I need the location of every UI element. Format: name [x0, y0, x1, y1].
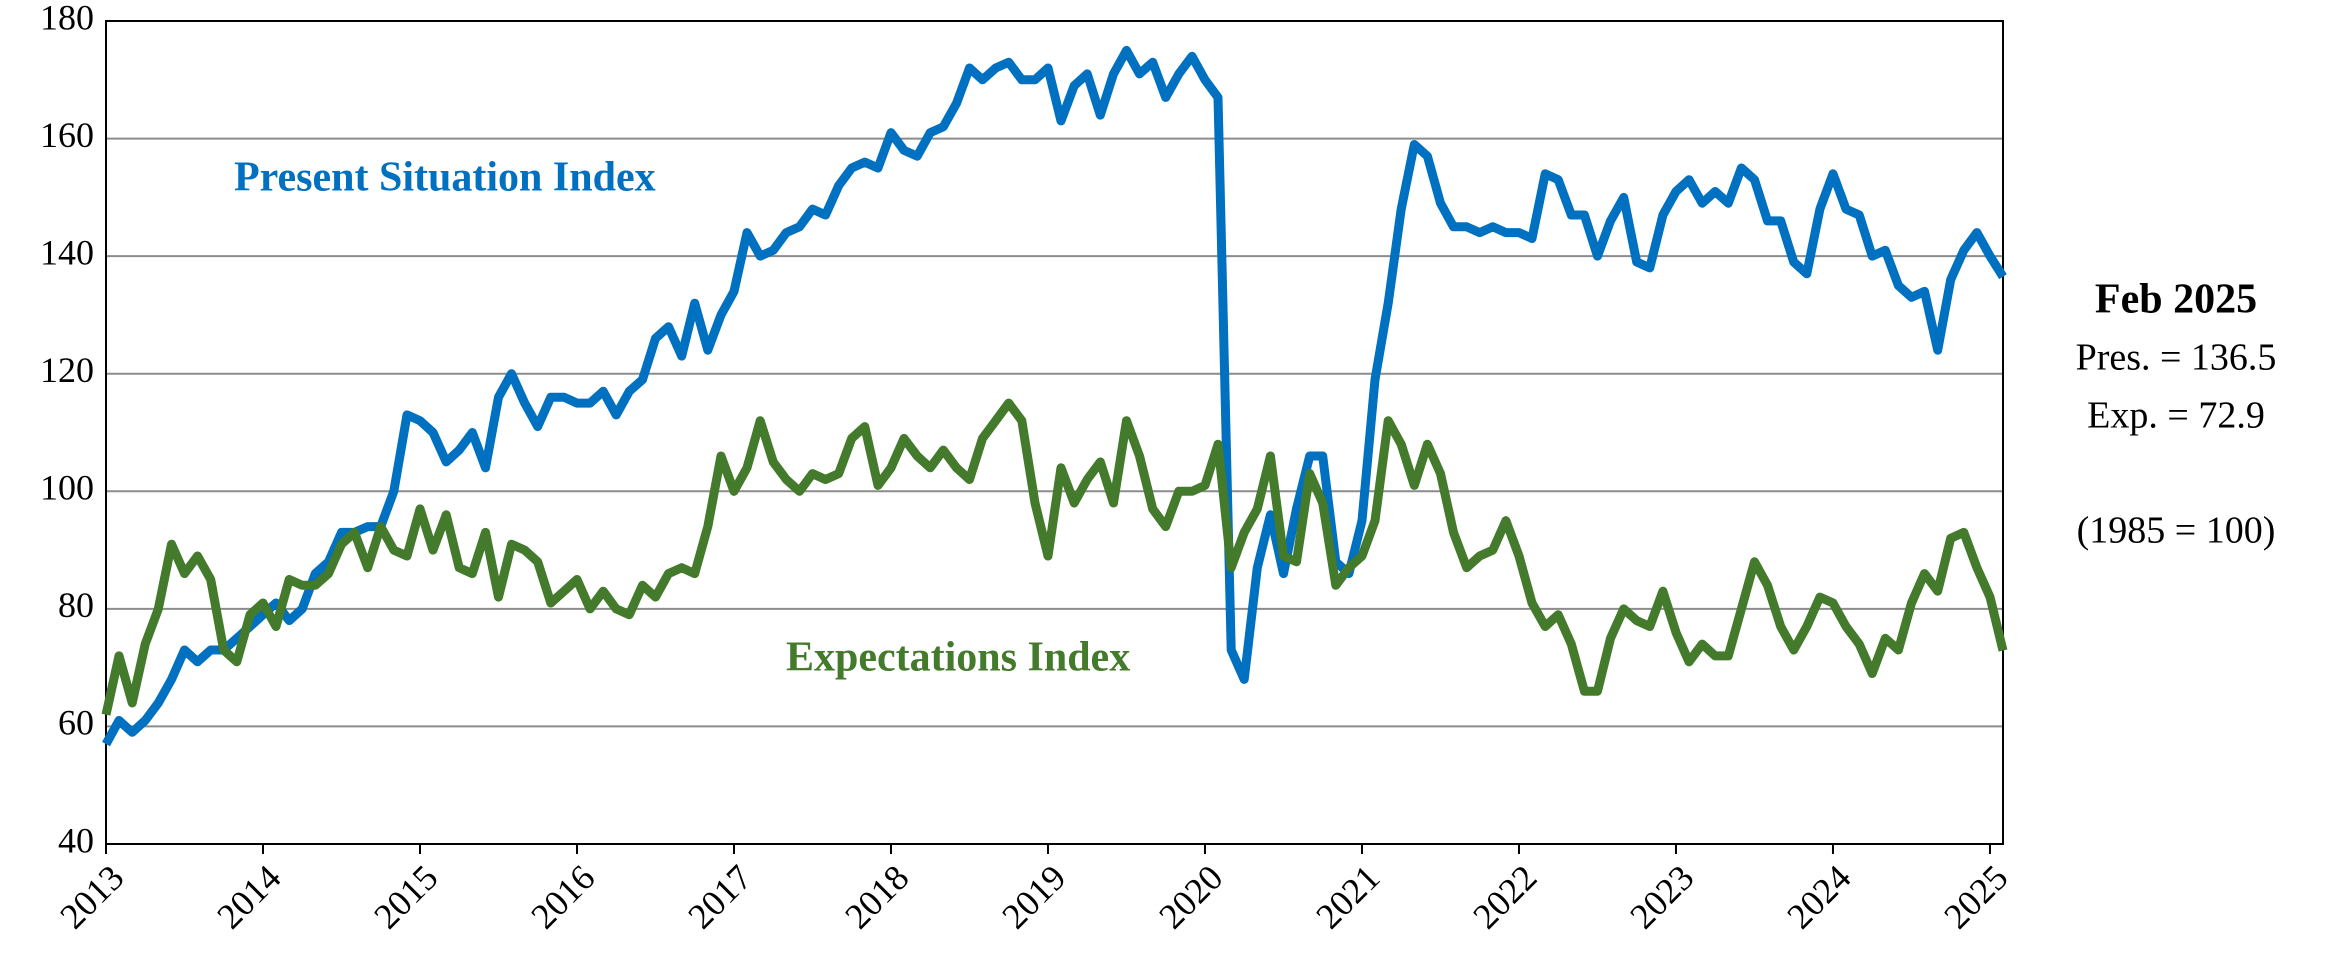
- x-tick-label: 2025: [1936, 857, 2015, 936]
- annotation: Exp. = 72.9: [2087, 395, 2265, 437]
- annotation: Feb 2025: [2095, 277, 2257, 323]
- x-tick-label: 2013: [52, 857, 131, 936]
- annotation: Pres. = 136.5: [2076, 337, 2277, 379]
- y-tick-label: 40: [58, 820, 94, 860]
- x-tick-label: 2017: [680, 857, 759, 936]
- annotation: Present Situation Index: [234, 155, 656, 201]
- y-tick-label: 140: [40, 232, 94, 272]
- x-tick-label: 2014: [209, 857, 288, 936]
- y-tick-label: 160: [40, 115, 94, 155]
- annotation: (1985 = 100): [2077, 510, 2276, 552]
- x-tick-label: 2016: [523, 857, 602, 936]
- y-tick-label: 120: [40, 350, 94, 390]
- x-tick-label: 2022: [1465, 857, 1544, 936]
- y-tick-label: 180: [40, 0, 94, 37]
- x-tick-label: 2015: [366, 857, 445, 936]
- plot-frame: [105, 20, 2004, 845]
- x-tick-label: 2023: [1622, 857, 1701, 936]
- y-tick-label: 80: [58, 585, 94, 625]
- x-tick-label: 2020: [1151, 857, 1230, 936]
- series-line: [102, 45, 2007, 747]
- y-tick-label: 100: [40, 468, 94, 508]
- y-tick-label: 60: [58, 703, 94, 743]
- x-tick-label: 2021: [1308, 857, 1387, 936]
- x-tick-label: 2024: [1779, 857, 1858, 936]
- x-tick-label: 2018: [837, 857, 916, 936]
- series-line: [101, 398, 2008, 716]
- annotation: Expectations Index: [786, 635, 1130, 681]
- x-tick-label: 2019: [994, 857, 1073, 936]
